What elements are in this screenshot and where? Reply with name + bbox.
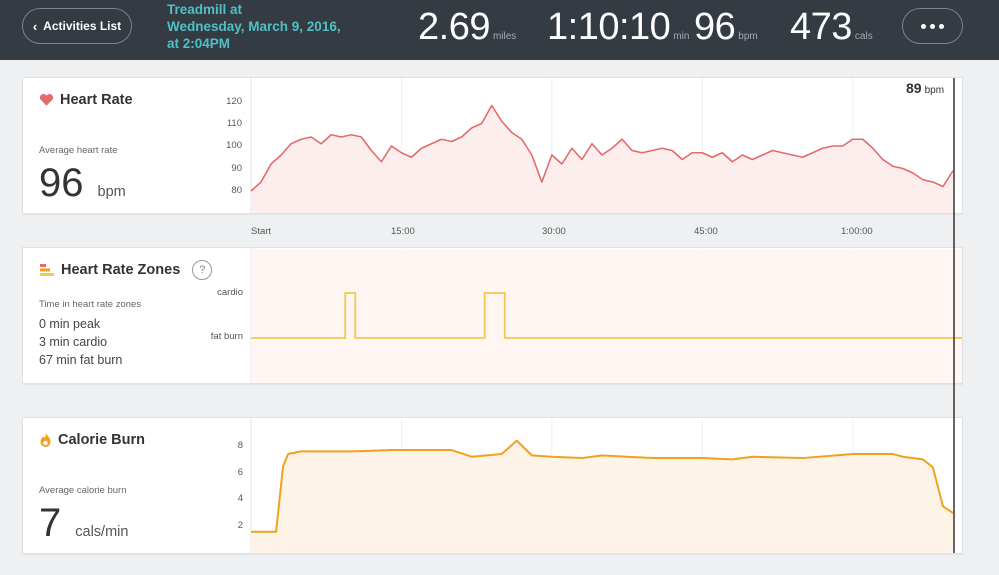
stat-distance-unit: miles	[492, 31, 517, 42]
stat-duration-value: 1:10:10	[547, 6, 671, 48]
stat-calories: 473 cals	[790, 6, 873, 49]
avg-calorie-label: Average calorie burn	[39, 485, 127, 496]
activity-header: ‹ Activities List Treadmill at Wednesday…	[0, 0, 999, 60]
avg-calorie-burn: 7 cals/min	[39, 501, 128, 546]
stat-heart-rate-value: 96	[694, 6, 736, 48]
stat-distance: 2.69 miles	[418, 6, 516, 49]
calorie-line	[251, 439, 954, 533]
zones-line	[251, 292, 962, 339]
chevron-left-icon: ‹	[32, 18, 38, 34]
hr-y-tick: 100	[226, 140, 242, 151]
cursor-bpm-unit: bpm	[924, 85, 945, 96]
activities-list-button[interactable]: ‹ Activities List	[22, 8, 132, 44]
more-dot-icon	[921, 23, 926, 29]
zone-y-label-cardio: cardio	[217, 287, 243, 298]
help-icon[interactable]: ?	[192, 260, 213, 280]
avg-heart-rate-label: Average heart rate	[39, 145, 118, 156]
heart-rate-line	[250, 104, 954, 192]
x-tick: 15:00	[391, 226, 415, 237]
stat-heart-rate-unit: bpm	[738, 31, 758, 42]
heart-icon	[39, 93, 54, 106]
flame-icon	[40, 432, 51, 447]
zone-cardio-time: 3 min cardio	[39, 335, 108, 349]
zones-icon	[40, 264, 54, 276]
x-tick: 1:00:00	[841, 226, 873, 237]
heart-rate-area	[251, 105, 953, 213]
stat-calories-value: 473	[790, 6, 852, 48]
stat-heart-rate: 96 bpm	[694, 6, 758, 49]
activity-date-line: Wednesday, March 9, 2016,	[167, 19, 341, 34]
cursor-bpm-readout: 89 bpm	[906, 80, 944, 96]
calorie-area	[251, 440, 953, 553]
avg-calorie-unit: cals/min	[75, 524, 129, 540]
calorie-burn-title: Calorie Burn	[39, 432, 145, 448]
hr-y-tick: 110	[226, 118, 242, 129]
zone-fat-burn-time: 67 min fat burn	[39, 353, 123, 367]
cursor-bpm-value: 89	[906, 80, 922, 96]
x-tick: Start	[251, 226, 272, 237]
stat-duration: 1:10:10 min	[547, 6, 689, 49]
hr-y-tick: 120	[226, 96, 242, 107]
avg-heart-rate: 96 bpm	[39, 161, 126, 206]
x-tick: 30:00	[542, 226, 566, 237]
cal-y-tick: 2	[237, 520, 243, 531]
avg-heart-rate-value: 96	[39, 161, 84, 205]
stat-calories-unit: cals	[854, 31, 873, 42]
zones-area	[251, 249, 962, 383]
stat-duration-unit: min	[673, 31, 690, 42]
more-dot-icon	[930, 23, 935, 29]
zones-summary-label: Time in heart rate zones	[39, 299, 142, 310]
cal-y-tick: 6	[237, 467, 243, 478]
more-options-button[interactable]	[902, 8, 963, 44]
hr-y-tick: 80	[231, 185, 242, 196]
stat-distance-value: 2.69	[418, 6, 490, 48]
heart-rate-title: Heart Rate	[39, 92, 133, 108]
heart-rate-title-label: Heart Rate	[60, 92, 133, 108]
x-tick: 45:00	[694, 226, 718, 237]
activity-time-line: at 2:04PM	[167, 36, 231, 51]
activity-title-line: Treadmill at	[167, 2, 243, 17]
calorie-burn-title-label: Calorie Burn	[58, 432, 146, 448]
avg-calorie-value: 7	[39, 501, 62, 545]
zone-y-label-fat-burn: fat burn	[210, 331, 243, 342]
zone-peak-time: 0 min peak	[39, 317, 101, 331]
zones-title-label: Heart Rate Zones	[61, 262, 181, 278]
hr-y-tick: 90	[231, 163, 242, 174]
avg-heart-rate-unit: bpm	[97, 184, 126, 200]
activity-title: Treadmill at Wednesday, March 9, 2016, a…	[167, 1, 341, 52]
activities-list-label: Activities List	[43, 19, 122, 33]
cal-y-tick: 4	[237, 493, 243, 504]
more-dot-icon	[939, 23, 944, 29]
zones-title: Heart Rate Zones ?	[39, 260, 213, 280]
cal-y-tick: 8	[237, 440, 243, 451]
